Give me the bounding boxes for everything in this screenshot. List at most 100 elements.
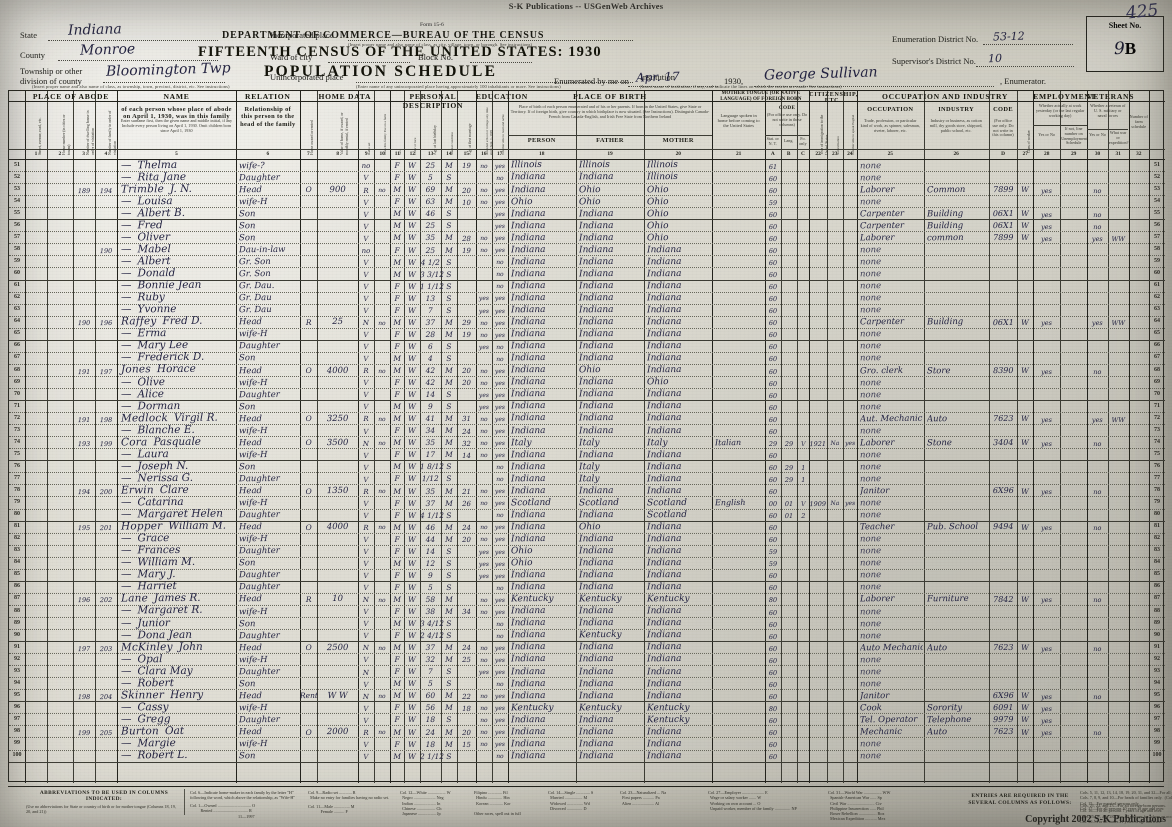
cell-emp: yes (1041, 644, 1053, 653)
cell-marital: S (446, 257, 452, 267)
row-number-right: 81 (1154, 523, 1161, 530)
cell-ca: 60 (768, 632, 777, 641)
cell-ca: 00 (768, 500, 777, 509)
cell-ca: 60 (768, 668, 777, 677)
row-number-left: 86 (13, 583, 20, 590)
cell-bper: Indiana (510, 268, 546, 280)
cell-radio: V (363, 716, 369, 725)
cell-bfat: Ohio (578, 522, 601, 533)
cell-relation: Daughter (239, 473, 280, 485)
row-rule-27 (9, 484, 1165, 486)
cell-bfat: Indiana (578, 726, 614, 738)
cell-vet: no (1093, 644, 1102, 653)
row-number-right: 87 (1154, 595, 1161, 602)
col-number-rw: 17 (496, 151, 503, 157)
row-number-right: 94 (1154, 679, 1161, 686)
row-number-left: 97 (13, 715, 20, 722)
cell-occ: none (859, 498, 882, 509)
cell-agem: 21 (461, 487, 471, 496)
cell-occ: none (859, 606, 882, 617)
col-number-marital: 14 (446, 151, 452, 157)
row-number-right: 91 (1154, 643, 1161, 650)
cell-given-name: Virgil R. (173, 411, 218, 424)
cell-value: 2000 (326, 726, 349, 738)
incorporated-hint: (Insert proper name and also name of cla… (348, 42, 533, 47)
cell-relation: wife-H (239, 606, 268, 617)
cell-name: — Margie (121, 737, 234, 749)
cell-farm: no (378, 415, 386, 423)
cell-given-name: Pasquale (153, 435, 202, 448)
cell-bfat: Indiana (578, 232, 614, 244)
cell-bfat: Ohio (578, 365, 601, 376)
cell-given-name: Dorman (137, 399, 181, 412)
cell-rw: no (495, 512, 504, 520)
cell-radio: V (363, 294, 369, 303)
cell-radio: R (363, 186, 369, 195)
cell-bfat: Indiana (578, 654, 614, 665)
cell-occ: Mechanic (859, 726, 902, 738)
cell-relation: Head (239, 184, 263, 196)
cell-name: Jones Horace (121, 363, 234, 376)
cell-radio: R (363, 415, 369, 424)
cell-radio: V (363, 427, 369, 436)
cell-radio: V (363, 752, 369, 761)
cell-name: McKinley John (121, 640, 234, 653)
enumerator-signature: George Sullivan (763, 64, 878, 84)
cell-surname: Hopper (120, 520, 163, 533)
row-number-right: 76 (1154, 462, 1161, 469)
cell-ind: Stone (926, 437, 952, 449)
cell-eng: yes (844, 500, 855, 508)
cell-relation: Gr. Son (239, 269, 271, 280)
row-rule-23 (9, 436, 1165, 438)
cell-given-name: Mabel (137, 242, 171, 256)
cell-marital: S (446, 341, 452, 351)
cell-sex: F (394, 197, 400, 207)
cell-dwelling: 197 (77, 644, 90, 653)
cell-bper: Indiana (510, 244, 546, 256)
cell-bfat: Kentucky (578, 594, 622, 605)
row-number-left: 79 (13, 499, 20, 505)
cell-bfat: Indiana (578, 678, 614, 689)
col-number-tongue: 21 (735, 151, 742, 157)
form-footer: ABBREVIATIONS TO BE USED IN COLUMNS INDI… (8, 786, 1172, 824)
cell-vet: no (1093, 439, 1102, 448)
row-rule-44 (9, 689, 1165, 691)
cell-radio: no (361, 162, 371, 171)
cell-given-name: Alice (137, 387, 164, 400)
cell-marital: S (446, 619, 452, 629)
enumeration-district-label: Enumeration District No. (892, 34, 979, 44)
cell-bfat: Indiana (578, 738, 614, 750)
cell-occ: Cook (859, 702, 882, 714)
cell-ca: 60 (768, 741, 777, 750)
cell-given-name: Oliver (137, 230, 171, 244)
cell-radio: V (363, 680, 369, 689)
cell-rw: yes (494, 235, 505, 243)
cell-occcode: 06X1 (992, 208, 1014, 219)
cell-given-name: Junior (137, 616, 170, 629)
cell-race: W (408, 438, 417, 448)
cell-sex: F (394, 245, 400, 255)
cell-marital: M (444, 365, 453, 376)
col-number-ca: A (770, 151, 775, 157)
cell-bper: Ohio (510, 546, 533, 557)
cell-farm: no (378, 488, 386, 496)
cell-bfat: Ohio (578, 196, 601, 207)
emp-sub-rule (1033, 125, 1088, 126)
cell-surname: — (120, 291, 132, 304)
cell-given-name: Cassy (137, 700, 169, 714)
cell-radio: N (363, 692, 370, 701)
group-home-data: HOME DATA (318, 92, 372, 101)
row-number-left: 56 (13, 221, 20, 228)
row-rule-47 (9, 725, 1165, 727)
cell-rw: yes (494, 415, 505, 423)
cell-given-name: Olive (137, 375, 166, 388)
cell-relation: Head (239, 413, 263, 424)
row-number-right: 58 (1154, 246, 1161, 252)
cell-occ: none (859, 377, 882, 388)
row-rule-26 (9, 472, 1165, 474)
cell-radio: V (363, 343, 369, 352)
cell-race: W (408, 727, 417, 737)
row-number-right: 95 (1154, 691, 1161, 698)
cell-bmot: Kentucky (647, 702, 690, 713)
group-personal-description: PERSONAL DESCRIPTION (402, 92, 464, 110)
